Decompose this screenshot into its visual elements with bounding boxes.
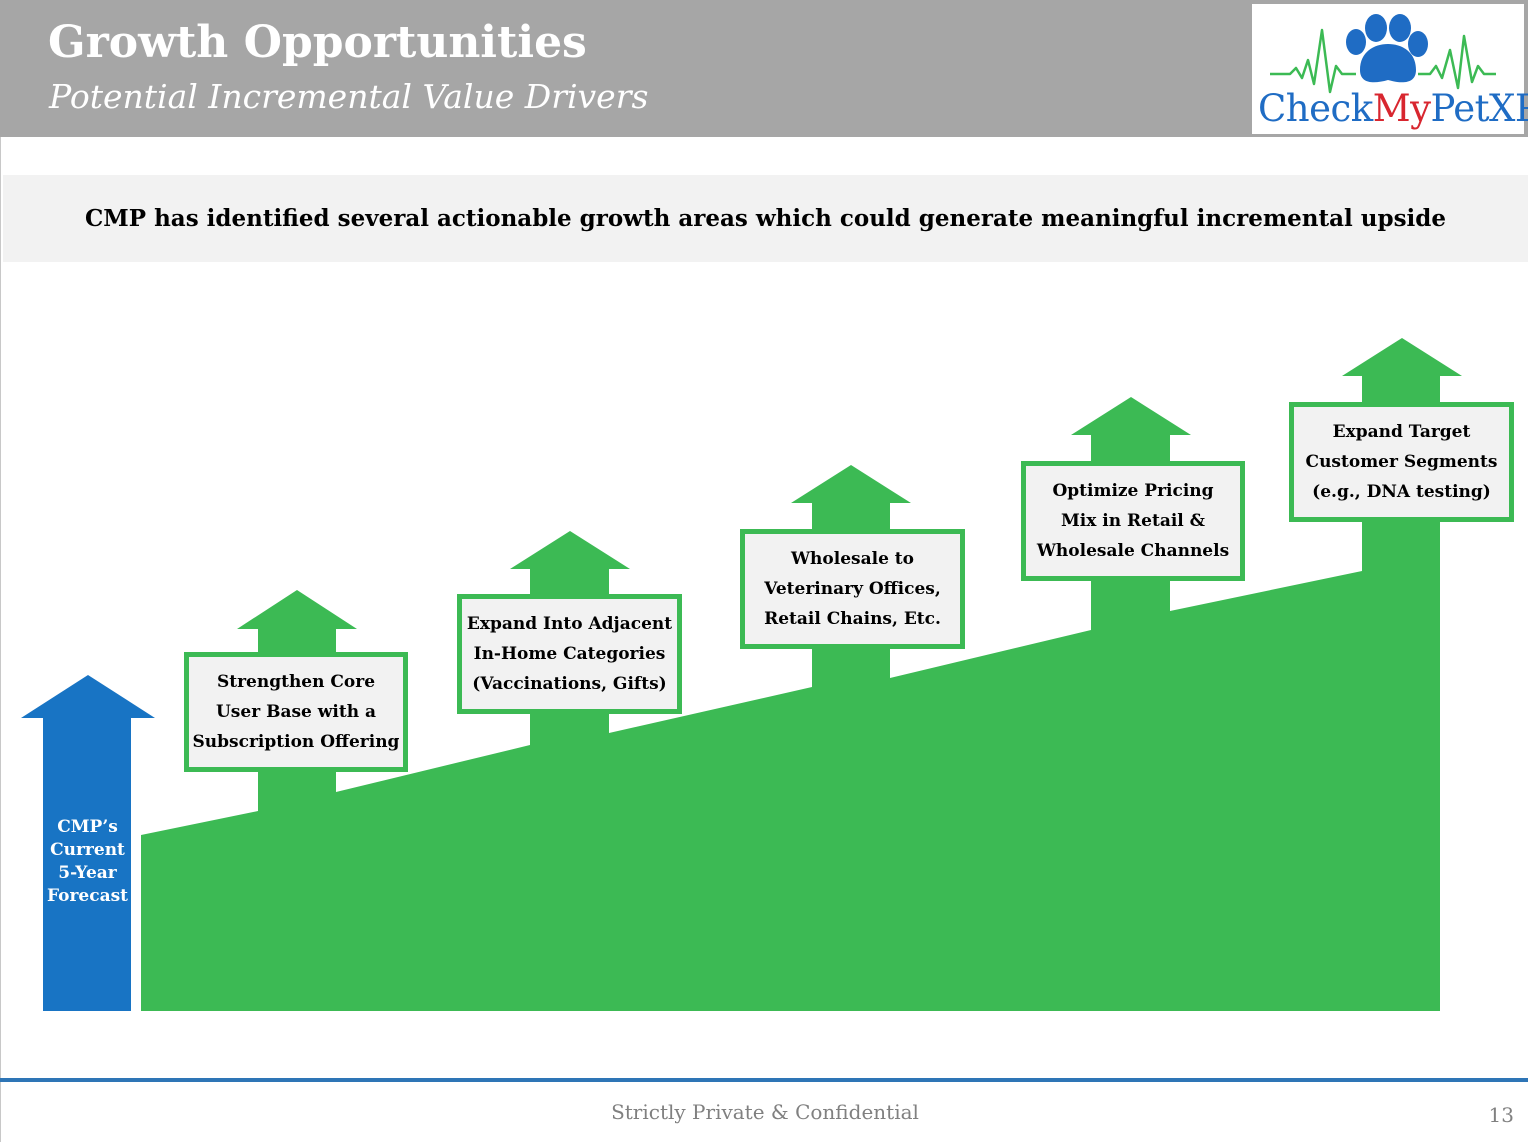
- driver-box-wholesale: Wholesale to Veterinary Offices, Retail …: [740, 529, 965, 649]
- paw-pad: [1360, 44, 1416, 83]
- paw-toe-4: [1408, 31, 1428, 57]
- logo-wordmark: CheckMyPetXP: [1258, 87, 1528, 131]
- driver-box-pricing-mix: Optimize Pricing Mix in Retail & Wholesa…: [1021, 461, 1245, 581]
- logo-text-my: My: [1372, 87, 1431, 130]
- header-bar: Growth Opportunities Potential Increment…: [0, 0, 1528, 137]
- page-subtitle: Potential Incremental Value Drivers: [49, 77, 649, 116]
- paw-toe-1: [1346, 29, 1366, 55]
- heartbeat-line-left: [1270, 28, 1356, 94]
- left-border: [0, 137, 1, 1142]
- logo-text-petxp: PetXP: [1430, 87, 1528, 130]
- summary-banner: CMP has identified several actionable gr…: [3, 175, 1528, 262]
- current-forecast-label: CMP’s Current 5-Year Forecast: [46, 817, 129, 906]
- page-number: 13: [1488, 1103, 1514, 1127]
- logo-text-check: Check: [1258, 87, 1373, 130]
- driver-box-adjacent-categories: Expand Into Adjacent In-Home Categories …: [457, 594, 682, 714]
- page-title: Growth Opportunities: [48, 17, 587, 68]
- footer-divider: [0, 1078, 1528, 1082]
- paw-toe-3: [1389, 14, 1411, 42]
- forecast-arrow: [21, 675, 155, 1011]
- growth-staircase-area: [141, 510, 1440, 1011]
- summary-text: CMP has identified several actionable gr…: [85, 205, 1446, 232]
- paw-heartbeat-icon: [1270, 14, 1496, 94]
- driver-box-customer-segments: Expand Target Customer Segments (e.g., D…: [1289, 402, 1514, 522]
- company-logo: CheckMyPetXP: [1252, 4, 1528, 134]
- heartbeat-line-right: [1418, 34, 1496, 90]
- paw-toe-2: [1365, 14, 1387, 42]
- driver-box-subscription: Strengthen Core User Base with a Subscri…: [184, 652, 408, 772]
- confidentiality-notice: Strictly Private & Confidential: [611, 1100, 919, 1124]
